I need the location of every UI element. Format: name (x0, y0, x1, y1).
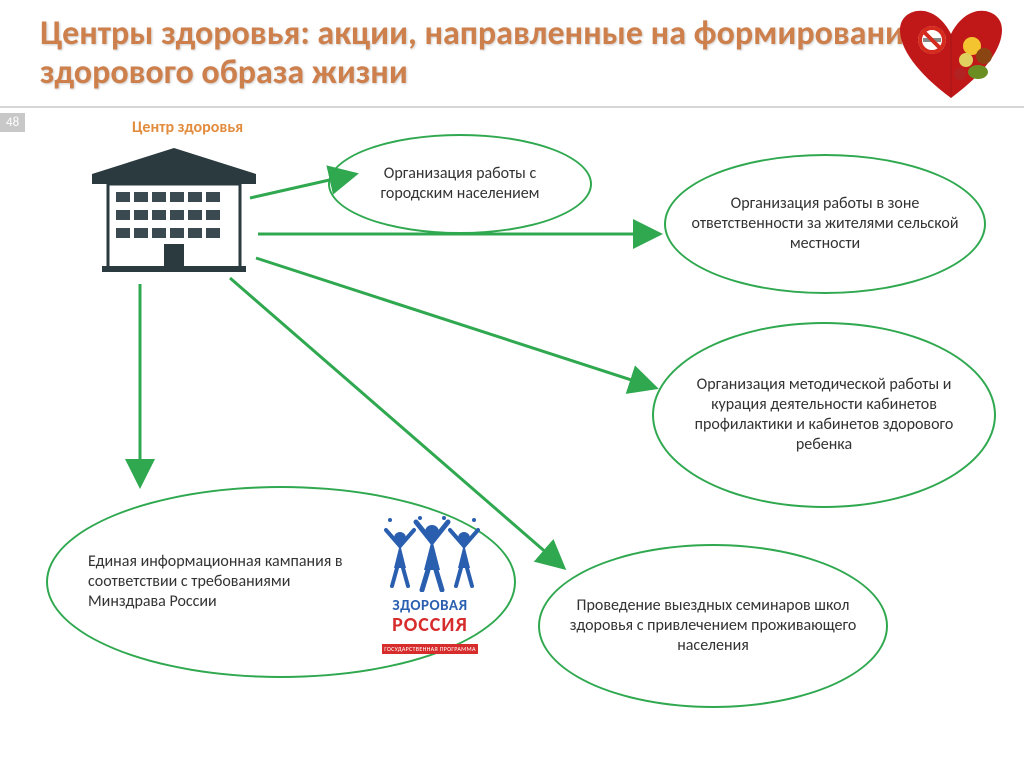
logo-subline: ГОСУДАРСТВЕННАЯ ПРОГРАММА (382, 644, 478, 654)
node-city-population: Организация работы с городским население… (328, 134, 592, 234)
slide-title: Центры здоровья: акции, направленные на … (40, 14, 984, 92)
center-label: Центр здоровья (132, 118, 243, 137)
node-methodical-work: Организация методической работы и кураци… (652, 322, 996, 508)
node-rural-responsibility: Организация работы в зоне ответственност… (664, 154, 986, 294)
diagram-canvas: Центр здоровья (0, 108, 1024, 748)
node-seminars: Проведение выездных семинаров школ здоро… (538, 544, 888, 708)
building-icon (88, 144, 260, 274)
health-heart-icon (896, 6, 1006, 102)
logo-line2: РОССИЯ (360, 613, 500, 637)
zdorovaya-rossiya-logo: ЗДОРОВАЯ РОССИЯ ГОСУДАРСТВЕННАЯ ПРОГРАММ… (360, 516, 500, 656)
